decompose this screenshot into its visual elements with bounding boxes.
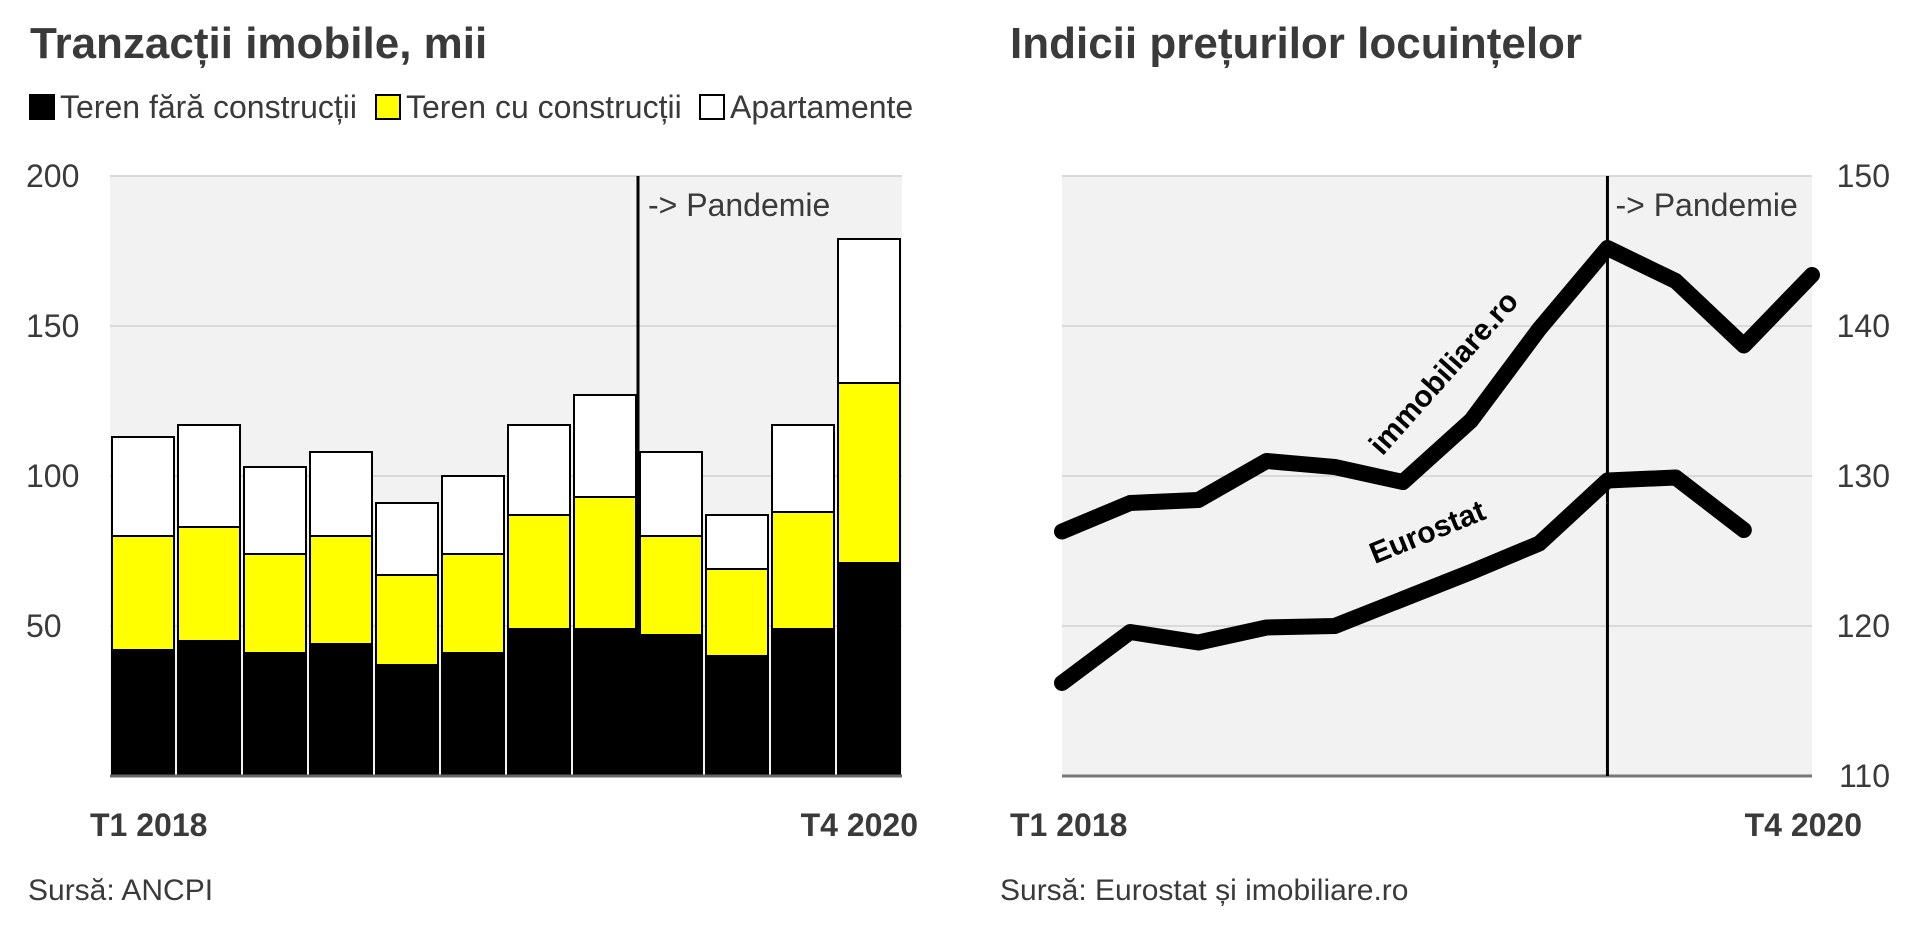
legend-label: Teren fără construcții [60,89,357,125]
bar-segment [639,535,703,636]
y-tick-label: 140 [1837,308,1890,344]
bar-segment [111,436,175,537]
bar-segment [309,451,373,537]
bar-segment [111,649,175,777]
bar-segment [441,553,505,654]
y-tick-label: 50 [26,608,62,644]
legend-swatch [375,94,401,120]
bar-segment [309,643,373,777]
x-tick-label-start: T1 2018 [1010,807,1127,843]
bar-segment [177,424,241,528]
bar-segment [507,424,571,516]
bar-segment [309,535,373,645]
y-tick-label: 200 [26,158,79,194]
y-tick-label: 100 [26,458,79,494]
x-tick-label-end: T4 2020 [801,807,918,843]
bar-segment [573,496,637,630]
series-line [1054,469,1752,691]
bar-segment [111,535,175,651]
pandemic-label: -> Pandemie [648,187,830,223]
bar-segment [639,451,703,537]
bar-segment [177,640,241,777]
bar-segment [573,628,637,777]
series-lines [1054,240,1820,691]
y-tick-label: 150 [1837,158,1890,194]
bar-segment [837,238,901,384]
legend-item: Teren fără construcții [29,89,357,125]
source-note: Sursă: Eurostat și imobiliare.ro [1000,874,1409,907]
bar-segment [705,655,769,777]
bar-segment [771,424,835,513]
y-tick-label: 110 [1839,758,1890,794]
series-line [1054,240,1820,540]
bar-segment [705,568,769,657]
legend: Teren fără construcții Teren cu construc… [29,89,913,125]
bar-segment [507,628,571,777]
bars [111,238,901,777]
pandemic-label: -> Pandemie [1615,187,1797,223]
bar-segment [771,511,835,630]
bar-segment [639,634,703,777]
source-note: Sursă: ANCPI [28,874,213,907]
bar-segment [375,502,439,576]
x-tick-label-end: T4 2020 [1745,807,1862,843]
price-index-chart: Indicii prețurilor locuințelor 110 120 130… [1000,19,1890,907]
bar-segment [441,652,505,777]
y-axis-ticks: 50 100 150 200 [26,158,79,644]
bar-segment [375,574,439,666]
bar-segment [243,652,307,777]
legend-swatch [29,94,55,120]
bar-segment [441,475,505,555]
chart-title: Indicii prețurilor locuințelor [1010,19,1582,68]
legend-swatch [699,94,725,120]
chart-title: Tranzacții imobile, mii [30,19,487,68]
y-tick-label: 150 [26,308,79,344]
bar-segment [771,628,835,777]
bar-segment [837,562,901,777]
bar-segment [375,664,439,777]
y-axis-ticks: 110 120 130 140 150 [1837,158,1890,794]
legend-label: Apartamente [730,89,913,125]
bar-segment [837,382,901,564]
y-tick-label: 130 [1837,458,1890,494]
y-tick-label: 120 [1837,608,1890,644]
bar-segment [573,394,637,498]
bar-segment [243,553,307,654]
bar-segment [705,514,769,570]
transactions-chart: Tranzacții imobile, mii Teren fără const… [26,19,918,907]
gridlines [1062,175,1812,627]
bar-segment [177,526,241,642]
x-tick-label-start: T1 2018 [90,807,207,843]
legend-item: Apartamente [699,89,913,125]
bar-segment [507,514,571,630]
legend-item: Teren cu construcții [375,89,682,125]
gridlines [110,175,902,627]
legend-label: Teren cu construcții [406,89,682,125]
bar-segment [243,466,307,555]
